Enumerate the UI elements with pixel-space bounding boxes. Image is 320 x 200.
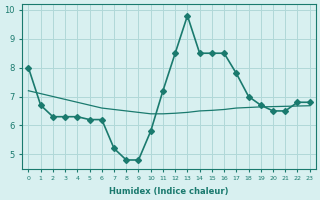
- X-axis label: Humidex (Indice chaleur): Humidex (Indice chaleur): [109, 187, 229, 196]
